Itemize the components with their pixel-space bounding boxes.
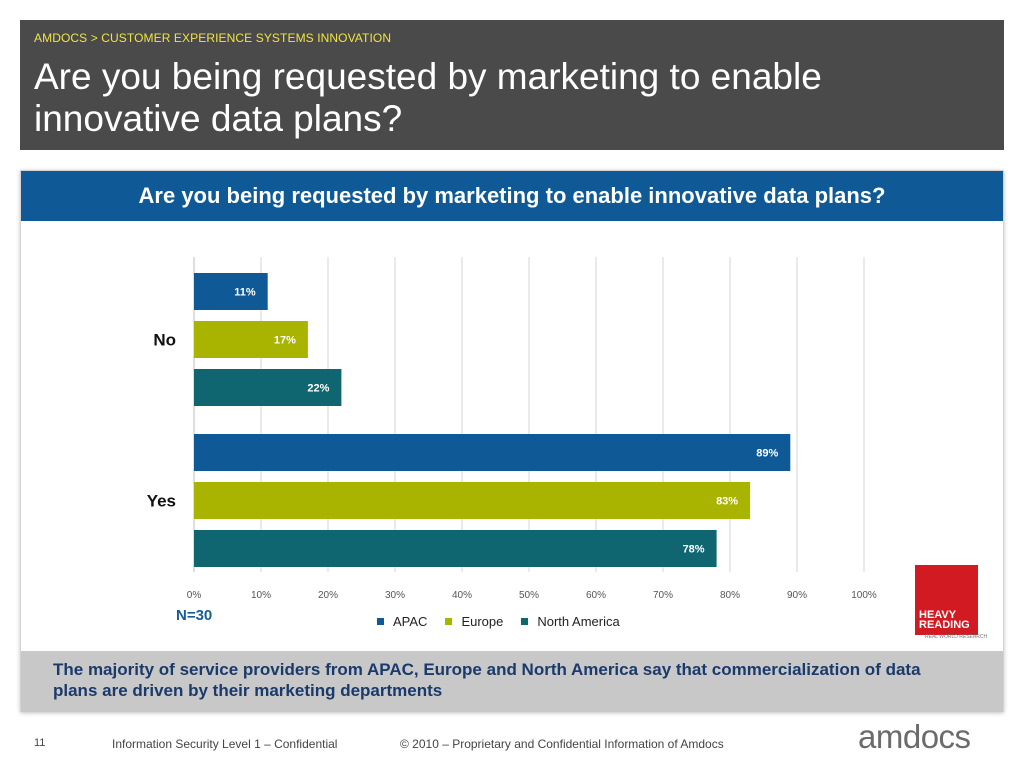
legend-swatch-north-america xyxy=(521,618,529,625)
data-label-north-america-yes: 78% xyxy=(683,544,705,556)
x-tick-label-20: 20% xyxy=(318,590,338,601)
data-label-apac-yes: 89% xyxy=(756,448,778,460)
category-label-no: No xyxy=(153,331,176,350)
x-tick-label-50: 50% xyxy=(519,590,539,601)
bar-chart: 0% 10% 20% 30% 40% 50% 60% 70% 80% 90% 100% No 11% 17… xyxy=(147,257,877,601)
x-tick-label-80: 80% xyxy=(720,590,740,601)
footer-copyright: © 2010 – Proprietary and Confidential In… xyxy=(400,737,724,751)
data-label-north-america-no: 22% xyxy=(307,383,329,395)
x-tick-label-90: 90% xyxy=(787,590,807,601)
legend-swatch-apac xyxy=(377,618,384,625)
data-label-apac-no: 11% xyxy=(234,287,256,299)
legend-label-europe: Europe xyxy=(461,614,504,629)
logo-line-reading: READING xyxy=(919,619,970,631)
legend-label-north-america: North America xyxy=(537,614,620,629)
summary-text: The majority of service providers from A… xyxy=(53,660,921,700)
chart-legend: APAC Europe North America xyxy=(377,614,620,629)
amdocs-logo: amdocs xyxy=(858,718,971,755)
x-tick-label-60: 60% xyxy=(586,590,606,601)
x-tick-label-70: 70% xyxy=(653,590,673,601)
legend-item-north-america: North America xyxy=(521,614,620,629)
panel-title-bar: Are you being requested by marketing to … xyxy=(21,171,1003,221)
breadcrumb: AMDOCS > CUSTOMER EXPERIENCE SYSTEMS INN… xyxy=(34,31,392,45)
x-tick-label-40: 40% xyxy=(452,590,472,601)
logo-tagline: REAL WORLD RESEARCH xyxy=(925,634,988,640)
data-label-europe-no: 17% xyxy=(274,335,296,347)
legend-label-apac: APAC xyxy=(393,614,428,629)
x-tick-label-100: 100% xyxy=(851,590,877,601)
heavy-reading-logo-text: HEAVY READING xyxy=(919,609,979,631)
bar-north-america-yes xyxy=(194,530,717,567)
sample-size-label: N=30 xyxy=(176,607,213,624)
heavy-reading-logo: HEAVY READING xyxy=(915,565,978,635)
logo-line-heavy: HEAVY xyxy=(919,609,957,621)
chart-title: Are you being requested by marketing to … xyxy=(138,183,886,208)
summary-box: The majority of service providers from A… xyxy=(21,651,1003,712)
x-tick-label-10: 10% xyxy=(251,590,271,601)
bar-apac-yes xyxy=(194,434,791,471)
footer-confidential: Information Security Level 1 – Confident… xyxy=(112,737,338,751)
category-label-yes: Yes xyxy=(147,492,176,511)
page-title: Are you being requested by marketing to … xyxy=(34,56,822,139)
bar-europe-no xyxy=(194,321,308,358)
legend-item-europe: Europe xyxy=(445,614,503,629)
chart-panel: Are you being requested by marketing to … xyxy=(20,170,1004,712)
bar-north-america-no xyxy=(194,369,342,406)
bar-europe-yes xyxy=(194,482,751,519)
page-number: 11 xyxy=(34,737,46,749)
x-tick-label-0: 0% xyxy=(187,590,202,601)
slide-header: AMDOCS > CUSTOMER EXPERIENCE SYSTEMS INN… xyxy=(20,20,1004,150)
data-label-europe-yes: 83% xyxy=(716,496,738,508)
legend-swatch-europe xyxy=(445,618,453,625)
bar-apac-no xyxy=(194,273,268,310)
x-tick-label-30: 30% xyxy=(385,590,405,601)
legend-item-apac: APAC xyxy=(377,614,427,629)
